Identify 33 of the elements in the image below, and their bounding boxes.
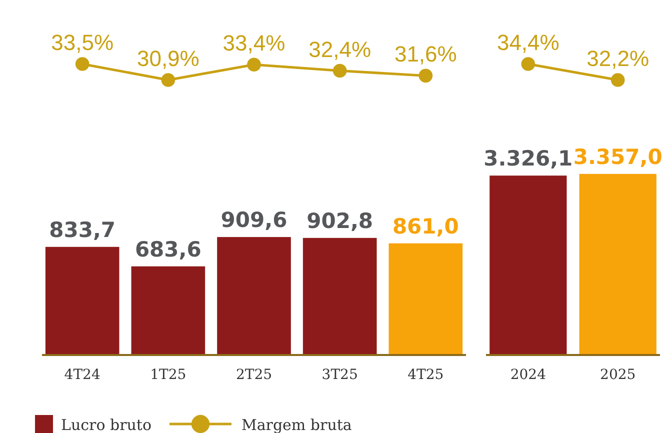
x-tick-label: 4T25: [408, 366, 444, 383]
data-label: 909,6: [220, 208, 288, 232]
data-label: 31,6%: [394, 42, 457, 67]
data-label: 3.326,1: [484, 146, 573, 171]
point: [332, 64, 347, 78]
bar: [217, 237, 291, 355]
data-label: 34,4%: [496, 30, 560, 55]
x-tick-label: 4T24: [64, 366, 100, 383]
point: [75, 57, 90, 71]
data-label: 32,4%: [308, 36, 372, 62]
x-tick-label: 2025: [600, 366, 636, 383]
data-label: 833,7: [49, 218, 116, 242]
legend-label: Margem bruta: [241, 416, 352, 433]
point: [161, 73, 176, 87]
data-label: 861,0: [392, 214, 459, 238]
legend-label: Lucro bruto: [61, 416, 152, 433]
data-label: 33,4%: [222, 30, 286, 56]
data-label: 32,2%: [586, 46, 650, 71]
bar: [45, 246, 120, 355]
point: [247, 58, 261, 72]
data-label: 902,8: [306, 208, 374, 233]
bar: [131, 266, 206, 355]
data-label: 3.357,0: [573, 144, 662, 169]
x-tick-label: 2T25: [236, 366, 272, 383]
bar: [388, 243, 463, 355]
bar: [302, 238, 377, 355]
point: [418, 68, 433, 83]
x-tick-label: 1T25: [150, 366, 186, 383]
data-label: 683,6: [134, 237, 202, 262]
data-label: 30,9%: [136, 46, 200, 71]
x-tick-label: 2024: [510, 366, 546, 383]
x-tick-label: 3T25: [322, 366, 358, 383]
data-label: 33,5%: [51, 30, 114, 55]
